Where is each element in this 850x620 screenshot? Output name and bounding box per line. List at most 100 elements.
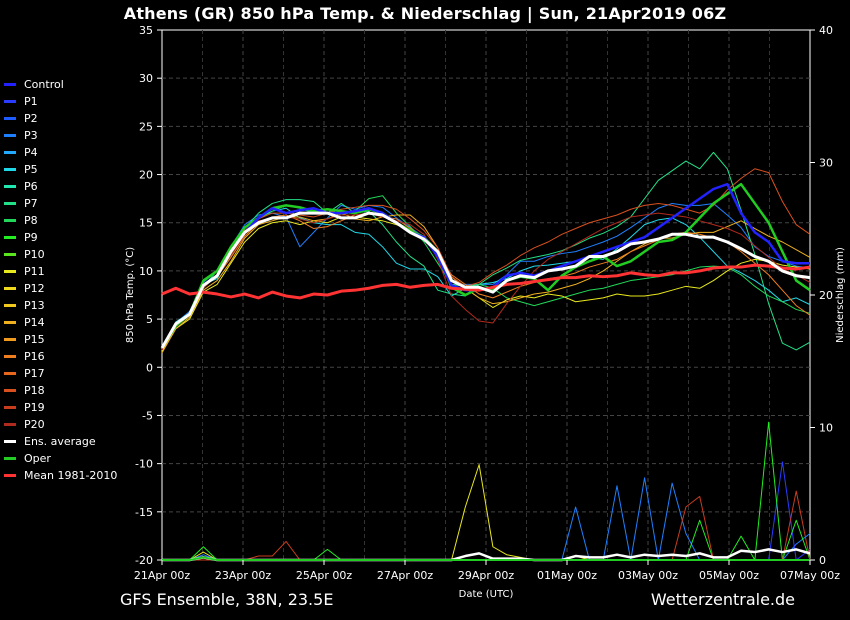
legend-label: P2 (24, 112, 38, 125)
legend-item: P17 (4, 365, 117, 382)
chart-title: Athens (GR) 850 hPa Temp. & Niederschlag… (123, 4, 727, 23)
x-tick-label: 27Apr 00z (377, 569, 434, 582)
legend-swatch (4, 83, 16, 86)
legend-item: P18 (4, 382, 117, 399)
y-axis-label-left: 850 hPa Temp. (°C) (125, 247, 136, 343)
legend-swatch (4, 287, 16, 290)
legend-item: P8 (4, 212, 117, 229)
legend-label: P6 (24, 180, 38, 193)
legend-label: P19 (24, 401, 45, 414)
legend-item: Ens. average (4, 433, 117, 450)
x-tick-label: 07May 00z (780, 569, 840, 582)
legend-label: Oper (24, 452, 51, 465)
legend-swatch (4, 253, 16, 256)
legend-swatch (4, 457, 16, 460)
legend-label: Ens. average (24, 435, 96, 448)
y-tick-label-left: 0 (146, 361, 153, 374)
x-tick-label: 29Apr 00z (458, 569, 515, 582)
legend-label: P15 (24, 333, 45, 346)
legend-label: P13 (24, 299, 45, 312)
legend-swatch (4, 134, 16, 137)
legend-label: P16 (24, 350, 45, 363)
legend-swatch (4, 321, 16, 324)
legend-label: P14 (24, 316, 45, 329)
legend-item: P3 (4, 127, 117, 144)
legend-swatch (4, 236, 16, 239)
x-tick-label: 23Apr 00z (215, 569, 272, 582)
legend-swatch (4, 270, 16, 273)
series-line-p18 (161, 168, 811, 351)
y-tick-label-left: -20 (135, 554, 153, 567)
legend-swatch (4, 372, 16, 375)
legend-swatch (4, 474, 16, 477)
grid (162, 30, 810, 560)
legend-label: P12 (24, 282, 45, 295)
legend-swatch (4, 168, 16, 171)
legend-swatch (4, 423, 16, 426)
y-tick-label-right: 20 (819, 289, 833, 302)
x-tick-label: 21Apr 00z (134, 569, 191, 582)
legend-label: P3 (24, 129, 38, 142)
legend-label: P9 (24, 231, 38, 244)
legend-label: P18 (24, 384, 45, 397)
x-tick-label: 25Apr 00z (296, 569, 353, 582)
legend-swatch (4, 151, 16, 154)
x-tick-label: 05May 00z (699, 569, 759, 582)
y-tick-label-left: 35 (139, 24, 153, 37)
legend-item: Mean 1981-2010 (4, 467, 117, 484)
legend: Control P1 P2 P3 P4 P5 P6 P7 P8 P9 P10 P11 P12 P13 P14… (4, 76, 117, 484)
y-tick-label-left: 15 (139, 217, 153, 230)
legend-swatch (4, 355, 16, 358)
legend-label: P10 (24, 248, 45, 261)
series-line-p8 (161, 195, 811, 349)
y-tick-label-left: 25 (139, 120, 153, 133)
legend-item: P2 (4, 110, 117, 127)
legend-item: P7 (4, 195, 117, 212)
y-tick-label-left: 5 (146, 313, 153, 326)
y-tick-label-right: 10 (819, 422, 833, 435)
legend-label: P17 (24, 367, 45, 380)
legend-label: P4 (24, 146, 38, 159)
y-tick-label-right: 40 (819, 24, 833, 37)
y-tick-label-left: -5 (142, 409, 153, 422)
legend-swatch (4, 219, 16, 222)
legend-label: P1 (24, 95, 38, 108)
legend-item: P13 (4, 297, 117, 314)
legend-item: P11 (4, 263, 117, 280)
legend-label: Control (24, 78, 64, 91)
legend-item: P14 (4, 314, 117, 331)
series-line-p3 (161, 202, 811, 349)
legend-item: P20 (4, 416, 117, 433)
series-line-p1 (162, 461, 811, 561)
legend-swatch (4, 100, 16, 103)
legend-item: P4 (4, 144, 117, 161)
y-axis-label-right: Niederschlag (mm) (835, 247, 846, 343)
y-tick-label-left: 30 (139, 72, 153, 85)
legend-item: Oper (4, 450, 117, 467)
legend-item: P19 (4, 399, 117, 416)
legend-label: P7 (24, 197, 38, 210)
footer-source: GFS Ensemble, 38N, 23.5E (120, 590, 334, 609)
legend-item: P12 (4, 280, 117, 297)
legend-swatch (4, 440, 16, 443)
series-line-ens-average (160, 211, 811, 349)
footer-brand: Wetterzentrale.de (650, 590, 795, 609)
temperature-lines (160, 151, 811, 354)
legend-item: P16 (4, 348, 117, 365)
legend-item: P6 (4, 178, 117, 195)
series-line-p3 (162, 477, 811, 561)
legend-label: P20 (24, 418, 45, 431)
legend-item: P10 (4, 246, 117, 263)
legend-swatch (4, 304, 16, 307)
x-axis-label: Date (UTC) (459, 589, 514, 600)
axes: -20 -15 -10 -5 0 5 10 15 20 25 30 35 0 10 20 30 40 21Apr … (134, 24, 840, 582)
legend-swatch (4, 117, 16, 120)
x-tick-label: 01May 00z (537, 569, 597, 582)
legend-swatch (4, 406, 16, 409)
legend-item: P5 (4, 161, 117, 178)
legend-swatch (4, 338, 16, 341)
legend-label: P8 (24, 214, 38, 227)
y-tick-label-left: -15 (135, 506, 153, 519)
series-line-p14 (161, 212, 811, 354)
